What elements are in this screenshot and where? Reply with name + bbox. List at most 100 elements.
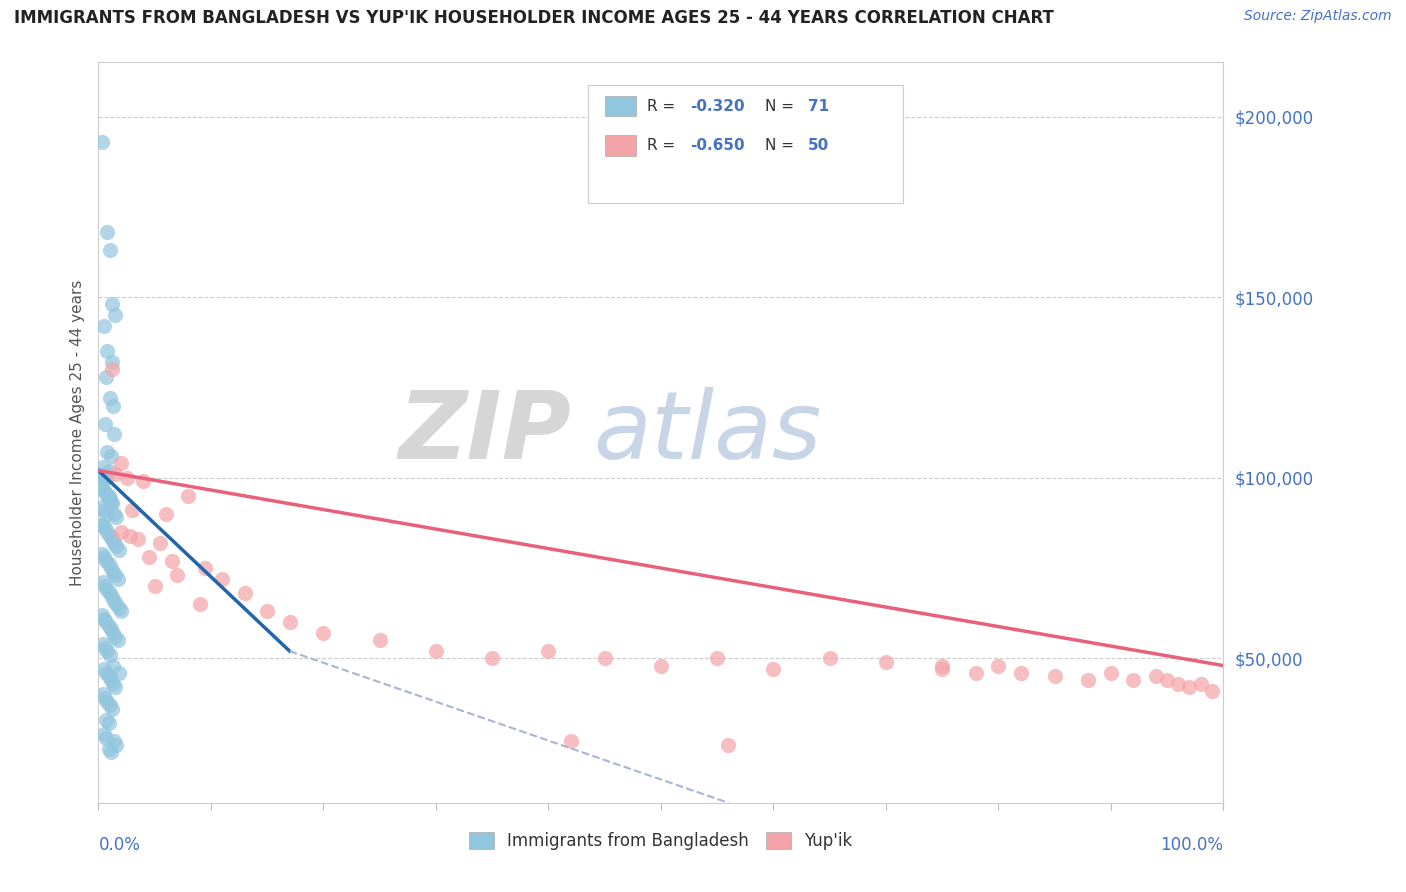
Point: [103, 593, 125, 607]
Point: [105, 738, 128, 752]
Text: R =: R =: [647, 138, 681, 153]
Text: N =: N =: [765, 99, 799, 113]
Point: [115, 471, 138, 485]
Point: [94, 579, 117, 593]
Point: [98, 392, 121, 406]
Point: [118, 528, 141, 542]
Point: [96, 695, 118, 709]
Text: R =: R =: [647, 99, 681, 113]
Point: [94, 521, 117, 535]
Text: 50: 50: [808, 138, 830, 153]
Point: [481, 651, 503, 665]
Point: [93, 471, 115, 485]
Point: [101, 626, 124, 640]
Point: [1077, 673, 1099, 687]
Point: [107, 572, 129, 586]
Point: [127, 532, 149, 546]
Point: [96, 582, 118, 597]
Point: [94, 417, 117, 431]
Point: [160, 554, 183, 568]
Point: [90, 500, 112, 514]
Point: [101, 532, 124, 546]
Text: atlas: atlas: [593, 387, 821, 478]
Y-axis label: Householder Income Ages 25 - 44 years: Householder Income Ages 25 - 44 years: [69, 279, 84, 586]
Point: [97, 716, 120, 731]
Point: [107, 665, 129, 680]
Point: [1178, 680, 1201, 694]
Point: [1167, 676, 1189, 690]
Point: [143, 579, 166, 593]
Text: 0.0%: 0.0%: [98, 836, 141, 855]
Point: [368, 633, 391, 648]
Point: [105, 510, 128, 524]
Point: [96, 554, 118, 568]
Point: [97, 464, 120, 478]
Text: N =: N =: [765, 138, 799, 153]
Point: [560, 734, 582, 748]
Point: [96, 507, 118, 521]
Text: 71: 71: [808, 99, 830, 113]
Point: [96, 524, 118, 539]
Point: [96, 225, 118, 239]
Point: [103, 734, 125, 748]
Point: [706, 651, 728, 665]
Point: [91, 637, 114, 651]
Point: [101, 355, 124, 369]
Point: [100, 561, 122, 575]
Point: [98, 698, 121, 713]
Point: [1144, 669, 1167, 683]
Point: [188, 597, 211, 611]
Point: [98, 528, 121, 542]
Point: [100, 623, 122, 637]
Point: [965, 665, 987, 680]
Point: [110, 604, 132, 618]
Point: [101, 676, 124, 690]
Point: [93, 503, 115, 517]
Point: [90, 547, 112, 561]
Point: [97, 741, 120, 756]
Text: 100.0%: 100.0%: [1160, 836, 1223, 855]
Point: [90, 517, 112, 532]
Point: [537, 644, 560, 658]
Point: [91, 575, 114, 590]
Point: [1189, 676, 1212, 690]
Point: [98, 244, 121, 258]
Point: [97, 489, 120, 503]
Text: IMMIGRANTS FROM BANGLADESH VS YUP'IK HOUSEHOLDER INCOME AGES 25 - 44 YEARS CORRE: IMMIGRANTS FROM BANGLADESH VS YUP'IK HOU…: [14, 9, 1054, 27]
Point: [931, 662, 953, 676]
Point: [91, 482, 114, 496]
Point: [425, 644, 447, 658]
Point: [100, 745, 122, 759]
Point: [104, 630, 127, 644]
Point: [101, 658, 124, 673]
Point: [90, 135, 112, 149]
Text: -0.320: -0.320: [690, 99, 745, 113]
Point: [138, 550, 160, 565]
Point: [101, 496, 124, 510]
Point: [101, 565, 124, 579]
Point: [110, 524, 132, 539]
Point: [97, 669, 120, 683]
Point: [105, 597, 128, 611]
Point: [96, 665, 118, 680]
Point: [91, 517, 114, 532]
Point: [93, 727, 115, 741]
Point: [98, 586, 121, 600]
Point: [103, 507, 125, 521]
Point: [875, 655, 897, 669]
Point: [104, 680, 127, 694]
Point: [233, 586, 256, 600]
Point: [98, 648, 121, 662]
Point: [149, 535, 172, 549]
Point: [100, 449, 122, 463]
Text: Source: ZipAtlas.com: Source: ZipAtlas.com: [1244, 9, 1392, 23]
Point: [98, 492, 121, 507]
Point: [104, 568, 127, 582]
FancyBboxPatch shape: [605, 95, 636, 117]
Point: [101, 399, 124, 413]
Point: [96, 713, 118, 727]
Point: [91, 688, 114, 702]
Point: [1201, 683, 1223, 698]
Point: [650, 658, 672, 673]
Point: [104, 467, 127, 482]
